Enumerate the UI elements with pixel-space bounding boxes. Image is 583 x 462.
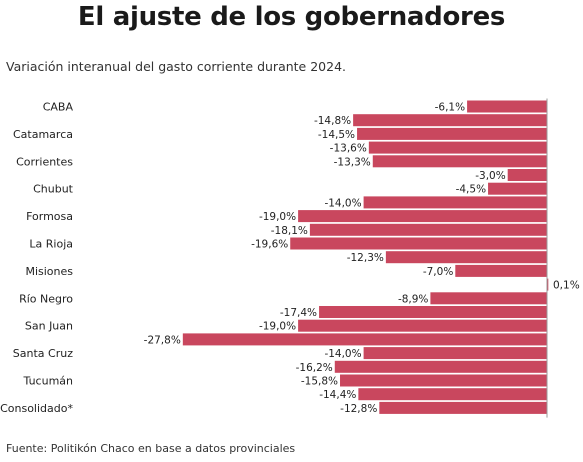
value-label-18: -14,0%	[324, 348, 361, 360]
value-label-17: -27,8%	[144, 334, 181, 346]
value-label-19: -16,2%	[296, 362, 333, 374]
bar-16	[298, 319, 547, 332]
bar-20	[340, 374, 547, 387]
category-label-san-juan: San Juan	[25, 320, 73, 333]
category-label-la-rioja: La Rioja	[29, 238, 73, 251]
value-label-7: -14,0%	[324, 197, 361, 209]
value-label-12: -7,0%	[423, 266, 453, 278]
category-label-formosa: Formosa	[26, 210, 73, 223]
value-label-22: -12,8%	[340, 403, 377, 415]
value-label-3: -13,6%	[330, 143, 367, 155]
value-label-11: -12,3%	[347, 252, 384, 264]
value-label-2: -14,5%	[318, 129, 355, 141]
value-label-21: -14,4%	[319, 389, 356, 401]
value-label-10: -19,6%	[251, 239, 288, 251]
value-label-14: -8,9%	[398, 293, 428, 305]
bar-11	[385, 251, 547, 264]
bar-15	[319, 306, 547, 318]
value-label-16: -19,0%	[259, 321, 296, 333]
chart-subtitle: Variación interanual del gasto corriente…	[6, 59, 346, 74]
value-labels-group: -6,1% -14,8% -14,5% -13,6%-13,3% -3,0% -4,5% -…	[144, 102, 580, 415]
value-label-1: -14,8%	[314, 115, 351, 127]
bar-18	[363, 347, 547, 360]
value-label-5: -3,0%	[475, 170, 505, 182]
bar-10	[290, 237, 547, 250]
category-label-rio-negro: Río Negro	[19, 292, 73, 305]
value-label-20: -15,8%	[301, 376, 338, 388]
bar-22	[379, 401, 547, 414]
category-label-caba: CABA	[43, 101, 74, 114]
value-label-6: -4,5%	[456, 184, 486, 196]
bar-6	[488, 182, 547, 195]
value-label-8: -19,0%	[259, 211, 296, 223]
category-labels-group: CABA Catamarca Corrientes Chubut Formosa La R…	[0, 101, 74, 415]
bar-1	[353, 114, 547, 127]
category-label-chubut: Chubut	[33, 183, 74, 196]
category-label-corrientes: Corrientes	[16, 155, 73, 168]
bar-14	[430, 292, 547, 305]
source-note: Fuente: Politikón Chaco en base a datos …	[6, 442, 296, 455]
chart-title: El ajuste de los gobernadores	[77, 2, 506, 32]
bar-5	[507, 169, 547, 181]
bar-13	[547, 278, 549, 291]
bar-12	[455, 264, 547, 277]
bar-21	[358, 388, 547, 401]
value-label-13: 0,1%	[553, 280, 580, 292]
bars-group	[182, 100, 549, 414]
category-label-misiones: Misiones	[25, 265, 73, 278]
bar-19	[334, 360, 547, 373]
value-label-15: -17,4%	[280, 307, 317, 319]
category-label-santa-cruz: Santa Cruz	[13, 347, 73, 360]
bar-2	[357, 127, 547, 140]
bar-0	[467, 100, 547, 113]
value-label-0: -6,1%	[435, 102, 465, 114]
bar-9	[309, 223, 547, 236]
bar-4	[372, 155, 547, 168]
value-label-9: -18,1%	[271, 225, 308, 237]
category-label-catamarca: Catamarca	[13, 128, 73, 141]
bar-8	[298, 210, 547, 223]
value-label-4: -13,3%	[334, 156, 371, 168]
bar-3	[368, 141, 547, 154]
bar-17	[182, 333, 547, 346]
category-label-consolidado: Consolidado*	[0, 402, 73, 415]
bar-7	[363, 196, 547, 209]
category-label-tucuman: Tucumán	[23, 375, 73, 388]
